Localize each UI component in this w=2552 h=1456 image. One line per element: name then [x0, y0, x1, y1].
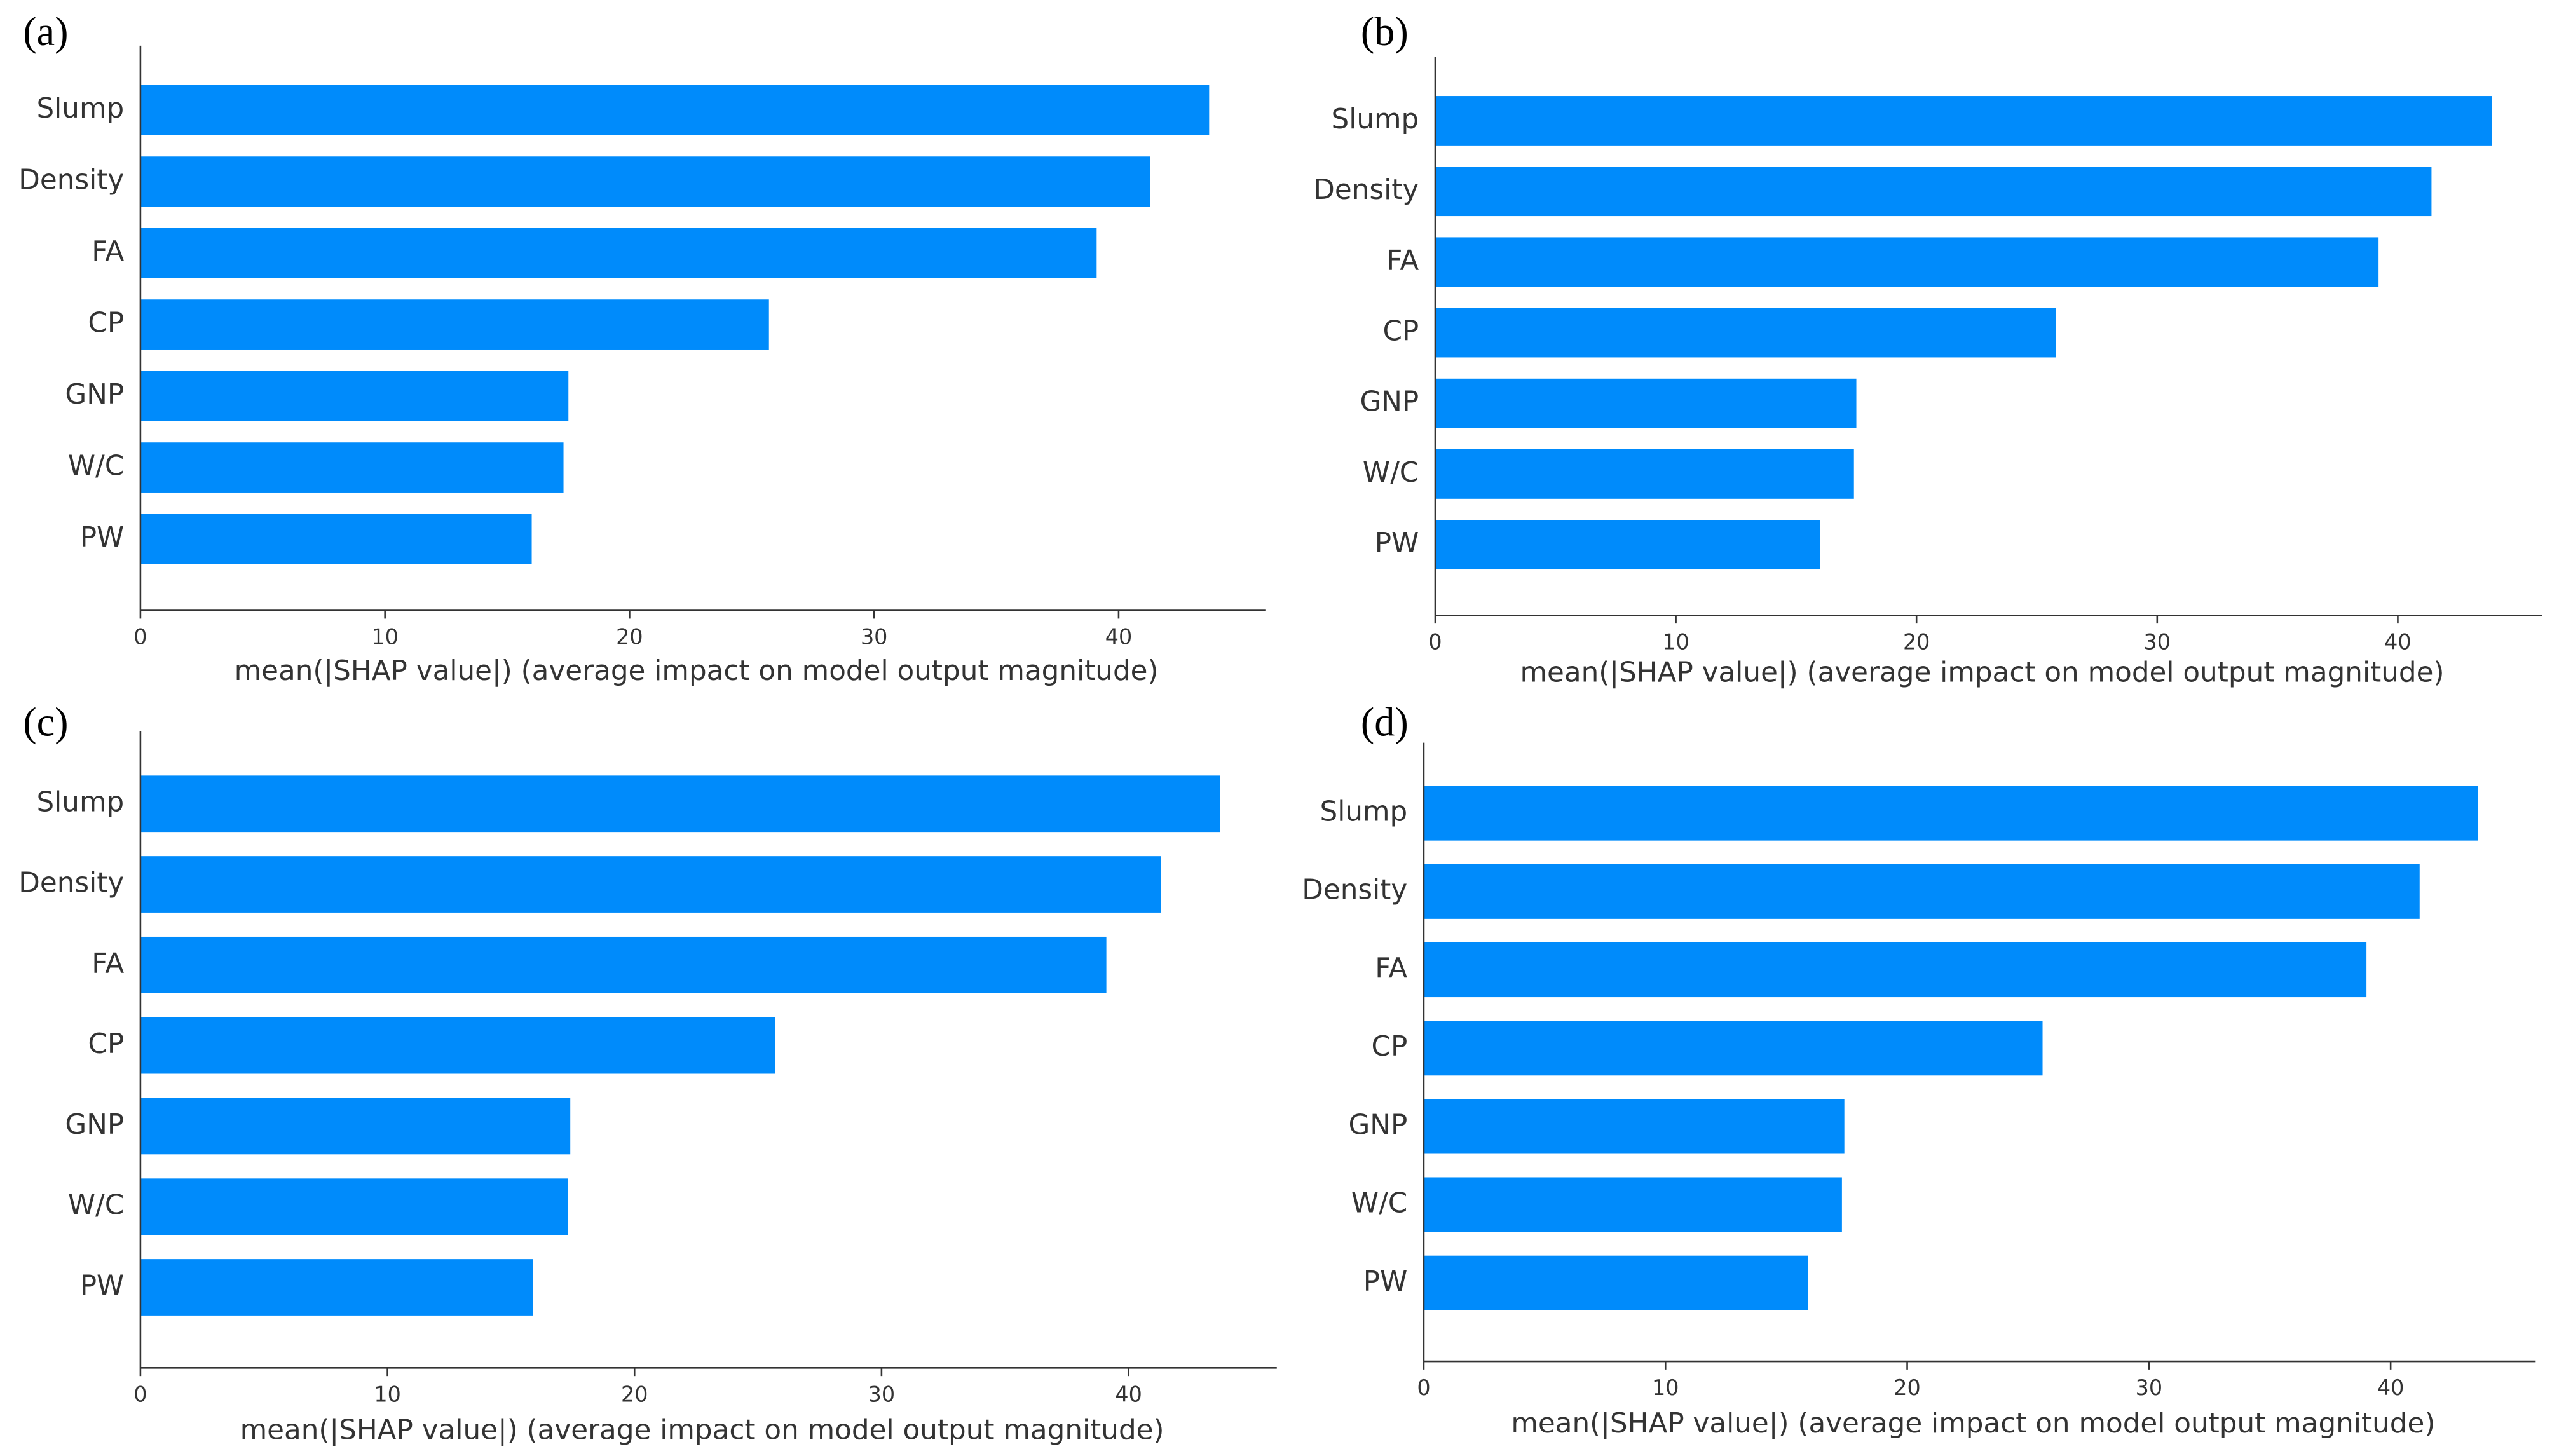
y-tick-label: Slump [1320, 796, 1408, 828]
y-tick-label: FA [92, 235, 124, 268]
y-tick-label: CP [88, 307, 124, 339]
x-tick-label: 30 [2144, 629, 2171, 654]
bar [140, 442, 564, 493]
x-tick-label: 40 [2384, 629, 2411, 654]
y-tick-label: W/C [68, 1189, 124, 1221]
bar [140, 1259, 533, 1316]
y-tick-label: PW [80, 521, 125, 554]
x-tick-label: 40 [2377, 1375, 2404, 1400]
y-tick-label: Density [18, 867, 124, 899]
x-tick-label: 20 [621, 1382, 648, 1406]
x-tick-label: 20 [616, 625, 643, 650]
x-tick-label: 10 [1662, 629, 1689, 654]
y-tick-label: Slump [1332, 103, 1419, 135]
bar [140, 85, 1210, 135]
y-tick-label: CP [1371, 1030, 1407, 1063]
bar [140, 1178, 568, 1235]
bar [1423, 1255, 1808, 1310]
y-tick-label: W/C [1351, 1187, 1407, 1220]
x-tick-label: 10 [1652, 1375, 1679, 1400]
x-tick-label: 0 [1428, 629, 1442, 654]
panel-label: (a) [23, 9, 68, 54]
y-tick-label: GNP [65, 1108, 124, 1141]
x-axis-label: mean(|SHAP value|) (average impact on mo… [1520, 657, 2445, 689]
bar [140, 228, 1097, 278]
y-tick-label: GNP [1360, 386, 1419, 418]
y-tick-label: W/C [68, 450, 124, 482]
y-tick-label: FA [92, 947, 124, 979]
bar [1423, 1021, 2043, 1076]
x-axis-label: mean(|SHAP value|) (average impact on mo… [1511, 1407, 2435, 1439]
y-tick-label: FA [1375, 952, 1407, 984]
x-tick-label: 40 [1115, 1382, 1142, 1406]
panel-label: (b) [1361, 9, 1409, 54]
bar [140, 775, 1220, 833]
y-tick-label: GNP [65, 378, 124, 411]
bar [1435, 308, 2056, 358]
y-tick-label: GNP [1348, 1108, 1407, 1141]
bar [140, 371, 569, 421]
x-tick-label: 10 [371, 625, 398, 650]
y-tick-label: PW [80, 1270, 125, 1302]
x-tick-label: 30 [868, 1382, 895, 1406]
bar [1423, 1099, 1845, 1154]
bar [1435, 167, 2432, 217]
x-tick-label: 0 [133, 625, 147, 650]
bar [140, 856, 1161, 913]
y-tick-label: CP [1382, 315, 1419, 348]
bar [140, 299, 769, 350]
bar [1435, 96, 2492, 146]
x-tick-label: 20 [1894, 1375, 1920, 1400]
bar [1423, 786, 2478, 841]
bar [140, 1098, 571, 1155]
x-tick-label: 20 [1903, 629, 1930, 654]
x-tick-label: 0 [1417, 1375, 1430, 1400]
bar [1423, 864, 2420, 919]
panel-label: (c) [23, 700, 68, 745]
bar [1435, 520, 1820, 570]
bar [1423, 1177, 1842, 1232]
y-tick-label: Density [1302, 874, 1407, 906]
y-tick-label: Slump [36, 786, 124, 819]
y-tick-label: FA [1386, 244, 1419, 276]
bar [140, 514, 532, 564]
bar [140, 936, 1107, 993]
y-tick-label: Slump [36, 92, 124, 125]
y-tick-label: Density [1313, 173, 1419, 206]
x-axis-label: mean(|SHAP value|) (average impact on mo… [235, 655, 1159, 687]
x-tick-label: 10 [374, 1382, 400, 1406]
bar [1423, 942, 2367, 998]
bar [1435, 449, 1854, 499]
y-tick-label: Density [18, 164, 124, 196]
y-tick-label: CP [88, 1028, 124, 1060]
x-axis-label: mean(|SHAP value|) (average impact on mo… [240, 1413, 1164, 1446]
panel-label: (d) [1361, 700, 1409, 745]
bar [140, 156, 1150, 207]
y-tick-label: PW [1375, 527, 1419, 559]
y-tick-label: W/C [1363, 456, 1419, 489]
bar [1435, 237, 2379, 287]
x-tick-label: 30 [861, 625, 887, 650]
bar [140, 1017, 775, 1074]
x-tick-label: 40 [1105, 625, 1132, 650]
y-tick-label: PW [1363, 1265, 1408, 1298]
x-tick-label: 30 [2136, 1375, 2162, 1400]
bar [1435, 378, 1857, 428]
x-tick-label: 0 [133, 1382, 147, 1406]
